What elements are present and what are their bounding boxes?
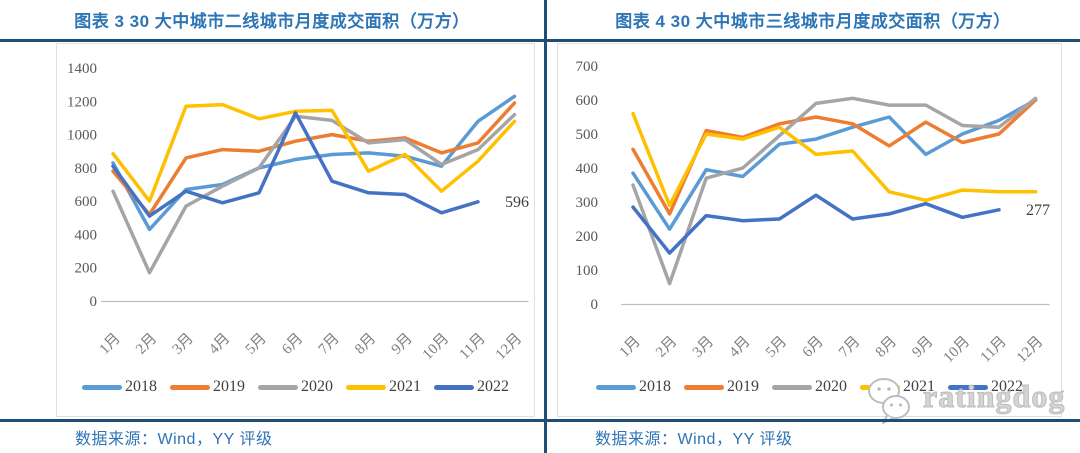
- x-axis-tick-label: 11月: [457, 331, 489, 363]
- legend-item-2019: 2019: [170, 379, 245, 395]
- legend-swatch-2018: [82, 384, 122, 390]
- legend-label: 2021: [903, 378, 935, 395]
- series-line-2019: [111, 101, 517, 217]
- series-line-2018: [631, 98, 1038, 231]
- y-axis-tick-label: 700: [576, 59, 599, 75]
- x-axis-tick-label: 1月: [617, 334, 644, 361]
- x-axis-tick-label: 2月: [133, 331, 160, 358]
- legend-label: 2019: [727, 378, 759, 395]
- y-axis-tick-label: 0: [591, 297, 599, 313]
- chart-legend: 2018 2019 2020 2021 2022: [558, 377, 1061, 397]
- y-axis-tick-label: 400: [576, 161, 599, 177]
- legend-item-2022: 2022: [434, 379, 509, 395]
- title-divider-line: [0, 39, 1080, 42]
- x-axis-tick-label: 7月: [316, 331, 343, 358]
- y-axis-tick-label: 400: [75, 227, 98, 243]
- legend-label: 2021: [389, 378, 421, 395]
- legend-swatch-2019: [170, 384, 210, 390]
- y-axis-tick-label: 800: [75, 161, 98, 177]
- watermark: ratingdog: [863, 376, 1065, 424]
- x-axis-tick-label: 1月: [97, 331, 124, 358]
- legend-label: 2020: [301, 378, 333, 395]
- legend-swatch-2018: [596, 384, 636, 390]
- x-axis-tick-label: 3月: [170, 331, 197, 358]
- chart-title-left: 图表 3 30 大中城市二线城市月度成交面积（万方）: [74, 12, 470, 31]
- wechat-bubbles-icon: [868, 378, 910, 424]
- x-axis-tick-label: 11月: [978, 334, 1010, 366]
- legend-label: 2022: [991, 378, 1023, 395]
- x-axis-tick-label: 12月: [493, 331, 526, 364]
- chart-legend: 2018 2019 2020 2021 2022: [57, 377, 534, 397]
- x-axis-tick-label: 10月: [941, 334, 974, 367]
- watermark-text: ratingdog: [922, 378, 1066, 415]
- legend-swatch-2020: [772, 384, 812, 390]
- x-axis-tick-label: 6月: [800, 334, 827, 361]
- series-line-2020: [631, 96, 1038, 286]
- legend-label: 2018: [639, 378, 671, 395]
- chart-frame-right: 0 100 200 300 400 500 600 700 1月 2月 3月 4月 5月 6月 7月 8月 9月…: [557, 43, 1062, 417]
- line-chart-plot: 0 200 400 600 800 1000 1200 1400 1月 2月 3月 4月 5月 6月 7月 8…: [67, 61, 529, 364]
- legend-item-2018: 2018: [82, 379, 157, 395]
- legend-label: 2018: [125, 378, 157, 395]
- footer-divider-line: [0, 419, 1080, 422]
- legend-item-2019: 2019: [684, 379, 759, 395]
- legend-label: 2020: [815, 378, 847, 395]
- legend-swatch-2022: [948, 384, 988, 390]
- legend-swatch-2021: [346, 384, 386, 390]
- x-axis-tick-label: 8月: [352, 331, 379, 358]
- legend-swatch-2019: [684, 384, 724, 390]
- source-note-left: 数据来源：Wind，YY 评级: [75, 431, 273, 448]
- series-line-2020: [111, 112, 517, 275]
- y-axis-tick-label: 200: [75, 261, 98, 277]
- source-note-right: 数据来源：Wind，YY 评级: [595, 431, 793, 448]
- y-axis-tick-label: 600: [576, 93, 599, 109]
- x-axis-tick-label: 2月: [653, 334, 680, 361]
- x-axis-tick-label: 9月: [909, 334, 936, 361]
- x-axis-tick-label: 6月: [279, 331, 306, 358]
- legend-label: 2022: [477, 378, 509, 395]
- x-axis-tick-label: 4月: [726, 334, 753, 361]
- x-axis-tick-label: 12月: [1014, 334, 1047, 367]
- legend-swatch-2022: [434, 384, 474, 390]
- y-axis-tick-label: 500: [576, 127, 599, 143]
- chart-title-right: 图表 4 30 大中城市三线城市月度成交面积（万方）: [615, 12, 1011, 31]
- legend-item-2021: 2021: [346, 379, 421, 395]
- y-axis-tick-label: 1000: [67, 128, 97, 144]
- y-axis-tick-label: 600: [75, 194, 98, 210]
- x-axis-tick-label: 5月: [763, 334, 790, 361]
- y-axis-tick-label: 1400: [67, 61, 97, 77]
- series-end-data-label: 596: [505, 194, 529, 211]
- y-axis-tick-label: 0: [90, 294, 98, 310]
- series-line-2021: [111, 102, 517, 203]
- legend-label: 2019: [213, 378, 245, 395]
- x-axis-tick-label: 9月: [389, 331, 416, 358]
- x-axis-tick-label: 3月: [690, 334, 717, 361]
- legend-item-2020: 2020: [772, 379, 847, 395]
- x-axis-tick-label: 5月: [243, 331, 270, 358]
- panel-divider-line: [544, 0, 547, 453]
- chart-frame-left: 0 200 400 600 800 1000 1200 1400 1月 2月 3月 4月 5月 6月 7月 8…: [56, 43, 535, 417]
- legend-item-2018: 2018: [596, 379, 671, 395]
- series-line-2021: [631, 111, 1038, 208]
- line-chart-plot: 0 100 200 300 400 500 600 700 1月 2月 3月 4月 5月 6月 7月 8月 9月…: [576, 59, 1051, 367]
- x-axis-tick-label: 4月: [206, 331, 233, 358]
- y-axis-tick-label: 100: [576, 263, 599, 279]
- series-line-2022: [631, 193, 1001, 255]
- legend-item-2020: 2020: [258, 379, 333, 395]
- series-end-data-label: 277: [1026, 202, 1050, 219]
- y-axis-tick-label: 300: [576, 195, 599, 211]
- x-axis-tick-label: 10月: [420, 331, 453, 364]
- x-axis-tick-label: 7月: [836, 334, 863, 361]
- y-axis-tick-label: 200: [576, 229, 599, 245]
- legend-swatch-2020: [258, 384, 298, 390]
- x-axis-tick-label: 8月: [873, 334, 900, 361]
- y-axis-tick-label: 1200: [67, 94, 97, 110]
- legend-item-2022: 2022: [948, 379, 1023, 395]
- series-line-2022: [111, 111, 480, 218]
